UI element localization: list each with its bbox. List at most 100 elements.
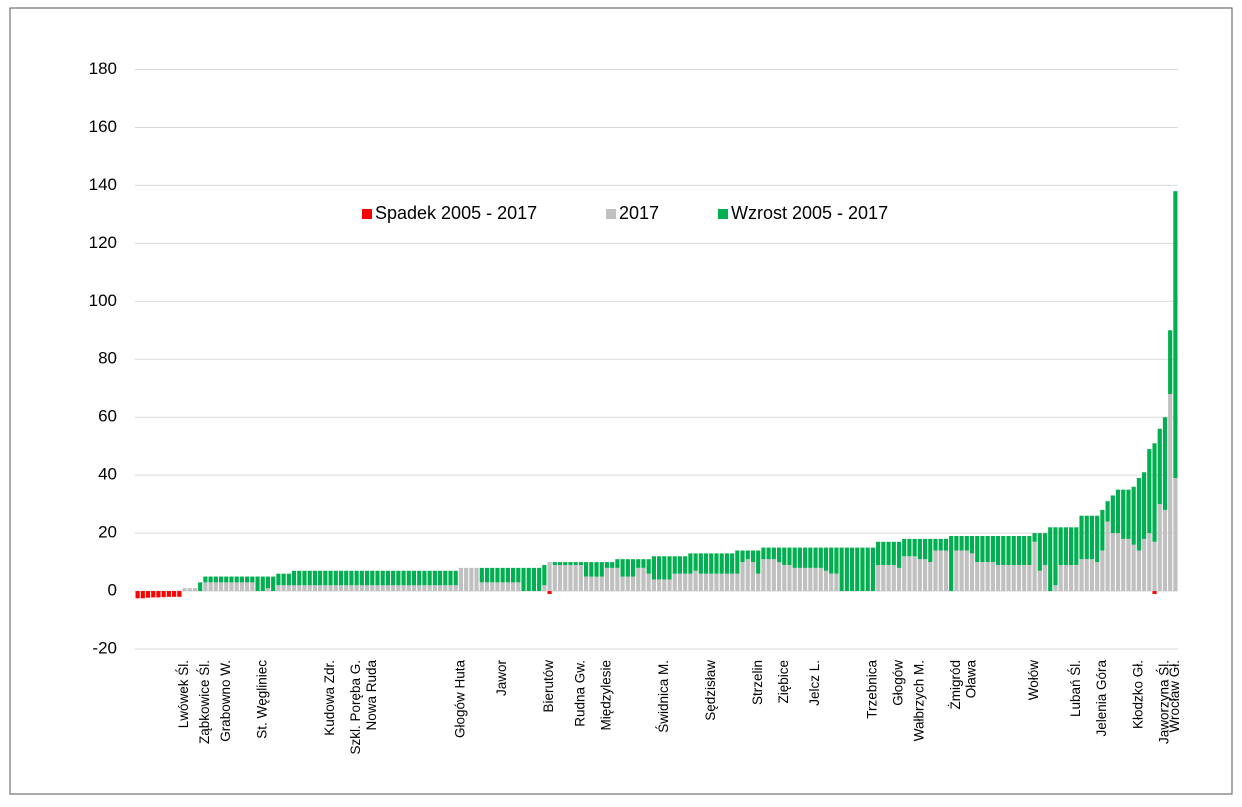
bar [969, 535, 975, 554]
bar [359, 570, 364, 586]
bar [803, 547, 808, 568]
bar [620, 576, 625, 592]
x-tick-label: Strzelin [750, 660, 765, 705]
bar [657, 579, 662, 592]
bar [464, 567, 469, 592]
bar [495, 582, 500, 592]
x-tick-label: Kudowa Zdr. [322, 660, 337, 736]
bar [380, 570, 385, 586]
bar [677, 573, 683, 592]
bar [490, 567, 495, 583]
bar [860, 547, 865, 592]
bar [589, 562, 594, 577]
y-tick-label: 80 [98, 349, 117, 368]
bar [693, 553, 698, 571]
bar [1115, 533, 1121, 592]
bar [391, 570, 396, 586]
bar [505, 567, 510, 583]
bar [683, 573, 688, 592]
bar [922, 559, 928, 592]
x-tick-label: Lwówek Śl. [176, 660, 191, 728]
bar [730, 553, 735, 574]
bar [432, 585, 437, 592]
bar [1022, 564, 1027, 592]
bar [375, 570, 380, 586]
bar [265, 576, 271, 589]
y-tick-label: 40 [98, 465, 117, 484]
bar [995, 535, 1001, 565]
bar [677, 556, 683, 574]
bar [891, 564, 896, 592]
bar [349, 570, 354, 586]
bar [1100, 509, 1105, 551]
bar [698, 553, 703, 574]
bar [688, 573, 693, 592]
bar [943, 538, 949, 551]
bar [928, 562, 933, 592]
bar [745, 550, 750, 560]
y-tick-label: -20 [92, 638, 117, 657]
bar [625, 576, 630, 592]
bar [537, 567, 542, 592]
bar [1001, 564, 1006, 592]
bar [771, 547, 776, 560]
bar [281, 573, 286, 586]
bar [474, 567, 479, 592]
bar [385, 570, 391, 586]
x-tick-label: Oława [964, 660, 979, 699]
bar [651, 556, 656, 580]
bar [1168, 330, 1173, 395]
bar [907, 538, 912, 557]
bar [907, 556, 912, 592]
bar [599, 576, 604, 592]
bar [364, 570, 370, 586]
bar [1126, 489, 1131, 539]
bar [297, 585, 302, 592]
bar [500, 582, 505, 592]
bar [307, 585, 312, 592]
bar [849, 547, 855, 592]
bar [218, 582, 224, 592]
bar [1126, 538, 1131, 592]
bar [224, 576, 229, 583]
bar [1136, 478, 1141, 551]
x-tick-label: Jaworzyna Śl. [1157, 660, 1172, 744]
bar [229, 576, 234, 583]
bar [917, 559, 922, 592]
x-tick-label: Kłodzko Gł. [1130, 660, 1145, 729]
x-tick-label: Rudna Gw. [572, 660, 587, 727]
bar [776, 562, 782, 592]
bar [620, 559, 625, 577]
bar [730, 573, 735, 592]
bar [933, 538, 938, 551]
bar [229, 582, 234, 592]
x-tick-label: Lubań Śl. [1068, 660, 1083, 717]
bar [1074, 564, 1079, 592]
legend-label: Spadek 2005 - 2017 [375, 203, 537, 223]
bar [881, 541, 886, 565]
bar [1006, 564, 1011, 592]
bar [917, 538, 922, 560]
bar [610, 562, 615, 568]
bar [1042, 564, 1048, 592]
bar [1142, 538, 1147, 592]
bar [411, 585, 417, 592]
bar [333, 570, 338, 586]
bar [427, 570, 432, 586]
bar [208, 576, 213, 583]
bar [891, 541, 896, 565]
bar [547, 562, 552, 592]
bar [855, 547, 860, 592]
bar [568, 562, 573, 565]
bar [323, 570, 328, 586]
bar [291, 585, 297, 592]
bar [239, 576, 244, 583]
bar [370, 585, 375, 592]
bar [1053, 585, 1058, 592]
bar [823, 570, 829, 592]
bar [1157, 428, 1162, 505]
bar [1152, 443, 1157, 542]
bar [594, 562, 599, 577]
bar [683, 556, 688, 574]
